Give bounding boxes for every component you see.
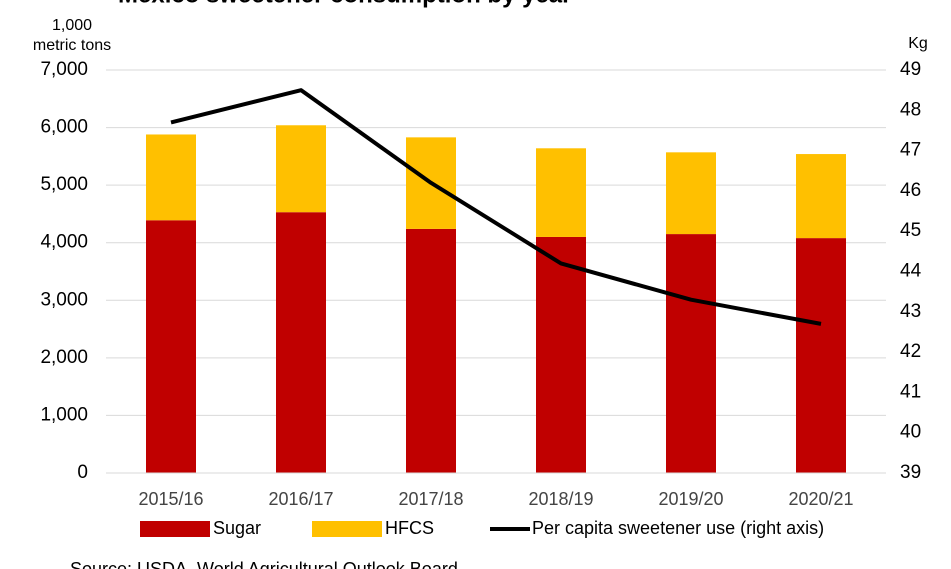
legend-label: HFCS	[385, 518, 434, 538]
y2-tick-label: 43	[900, 301, 921, 322]
bar-segment	[796, 238, 846, 473]
y-tick-label: 4,000	[40, 232, 88, 253]
legend-label: Per capita sweetener use (right axis)	[532, 518, 824, 538]
x-tick-label: 2019/20	[658, 489, 723, 509]
y2-tick-label: 39	[900, 462, 921, 483]
y2-tick-label: 47	[900, 140, 921, 161]
y2-axis-label: Kg	[908, 35, 928, 52]
y2-tick-label: 40	[900, 422, 921, 443]
bar-segment	[536, 236, 586, 473]
y-tick-label: 1,000	[40, 404, 88, 425]
bar-segment	[666, 234, 716, 473]
legend-label: Sugar	[213, 518, 261, 538]
bar-segment	[276, 212, 326, 474]
bar-segment	[146, 220, 196, 473]
x-tick-label: 2016/17	[268, 489, 333, 509]
y2-tick-label: 49	[900, 59, 921, 80]
x-tick-label: 2020/21	[788, 489, 853, 509]
y2-tick-label: 46	[900, 180, 921, 201]
bar-segment	[276, 125, 326, 213]
y-tick-label: 7,000	[40, 59, 88, 80]
y-tick-label: 3,000	[40, 289, 88, 310]
y-tick-label: 2,000	[40, 347, 88, 368]
x-tick-label: 2017/18	[398, 489, 463, 509]
y-tick-label: 6,000	[40, 117, 88, 138]
y-tick-label: 0	[77, 462, 88, 483]
y2-tick-label: 45	[900, 220, 921, 241]
y2-tick-label: 42	[900, 341, 921, 362]
bar-segment	[406, 228, 456, 473]
chart-title: Mexico sweetener consumption by year	[118, 0, 571, 8]
y-tick-label: 5,000	[40, 174, 88, 195]
x-tick-label: 2018/19	[528, 489, 593, 509]
y2-tick-label: 44	[900, 261, 922, 282]
bar-segment	[146, 134, 196, 221]
source-note: Source: USDA, World Agricultural Outlook…	[70, 559, 458, 569]
line-series	[170, 88, 822, 326]
y2-tick-label: 41	[900, 381, 921, 402]
y-axis-label: 1,000	[52, 17, 92, 34]
y2-tick-label: 48	[900, 99, 921, 120]
bar-segment	[666, 152, 716, 235]
bar-segment	[536, 148, 586, 237]
x-tick-label: 2015/16	[138, 489, 203, 509]
y-axis-label: metric tons	[33, 37, 111, 54]
legend-swatch	[312, 521, 382, 537]
legend-swatch	[140, 521, 210, 537]
bar-segment	[796, 154, 846, 239]
